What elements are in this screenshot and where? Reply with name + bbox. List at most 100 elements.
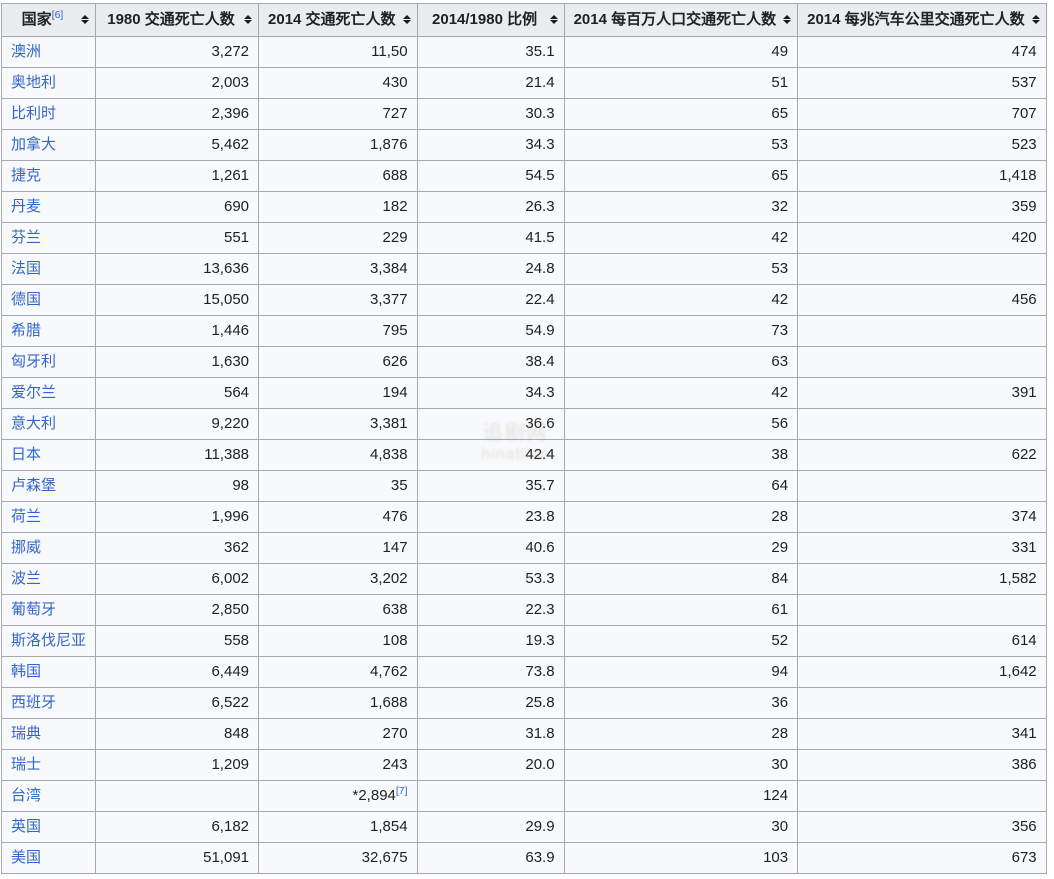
per-billion-vkm-cell: 1,582: [797, 563, 1047, 595]
table-row: 丹麦 690 182 26.3 32 359: [0, 191, 1047, 223]
deaths-1980-cell: 1,996: [95, 501, 260, 533]
per-million-cell: 30: [563, 749, 799, 781]
country-link[interactable]: 法国: [11, 260, 42, 277]
deaths-2014-cell: 147: [258, 532, 418, 564]
sort-icon[interactable]: [402, 15, 411, 25]
deaths-2014-cell: 11,50: [258, 36, 418, 68]
ratio-cell: 36.6: [416, 408, 565, 440]
deaths-2014-cell: 32,675: [258, 842, 418, 874]
sort-up-arrow-icon: [81, 15, 90, 19]
per-million-cell: 56: [563, 408, 799, 440]
ratio-cell: 42.4: [416, 439, 565, 471]
per-million-cell: 53: [563, 253, 799, 285]
per-million-cell: 51: [563, 67, 799, 99]
deaths-2014-cell: 1,854: [258, 811, 418, 843]
country-cell: 韩国: [0, 656, 97, 688]
country-link[interactable]: 比利时: [11, 105, 57, 122]
country-link[interactable]: 希腊: [11, 322, 42, 339]
sort-down-arrow-icon: [244, 20, 253, 24]
ratio-cell: 35.7: [416, 470, 565, 502]
reference-link[interactable]: [6]: [51, 9, 64, 21]
deaths-2014-cell: 108: [258, 625, 418, 657]
deaths-2014-cell: 1,876: [258, 129, 418, 161]
per-billion-vkm-cell: 614: [797, 625, 1047, 657]
column-header-label: 2014 每百万人口交通死亡人数: [573, 11, 777, 28]
country-cell: 爱尔兰: [0, 377, 97, 409]
country-link[interactable]: 匈牙利: [11, 353, 57, 370]
country-link[interactable]: 芬兰: [11, 229, 42, 246]
country-cell: 日本: [0, 439, 97, 471]
deaths-2014-cell: 3,377: [258, 284, 418, 316]
sort-icon[interactable]: [244, 15, 253, 25]
deaths-1980-cell: 2,003: [95, 67, 260, 99]
country-cell: 意大利: [0, 408, 97, 440]
per-billion-vkm-cell: 537: [797, 67, 1047, 99]
per-billion-vkm-cell: 359: [797, 191, 1047, 223]
column-header-deaths_2014[interactable]: 2014 交通死亡人数: [258, 3, 418, 37]
column-header-ratio_2014_1980[interactable]: 2014/1980 比例: [416, 3, 565, 37]
country-link[interactable]: 荷兰: [11, 508, 42, 525]
column-header-label: 2014 每兆汽车公里交通死亡人数: [807, 11, 1025, 28]
ratio-cell: 25.8: [416, 687, 565, 719]
per-million-cell: 42: [563, 377, 799, 409]
deaths-2014-cell: 688: [258, 160, 418, 192]
country-cell: 奥地利: [0, 67, 97, 99]
per-million-cell: 63: [563, 346, 799, 378]
deaths-1980-cell: 564: [95, 377, 260, 409]
country-link[interactable]: 捷克: [11, 167, 42, 184]
reference-link[interactable]: [7]: [395, 785, 408, 797]
country-link[interactable]: 斯洛伐尼亚: [11, 632, 87, 649]
country-link[interactable]: 奥地利: [11, 74, 57, 91]
ratio-cell: 38.4: [416, 346, 565, 378]
sort-icon[interactable]: [81, 15, 90, 25]
country-link[interactable]: 英国: [11, 818, 42, 835]
country-link[interactable]: 挪威: [11, 539, 42, 556]
table-row: 瑞士 1,209 243 20.0 30 386: [0, 749, 1047, 781]
deaths-1980-cell: 1,261: [95, 160, 260, 192]
per-billion-vkm-cell: 523: [797, 129, 1047, 161]
country-cell: 英国: [0, 811, 97, 843]
country-link[interactable]: 德国: [11, 291, 42, 308]
country-link[interactable]: 意大利: [11, 415, 57, 432]
country-link[interactable]: 澳洲: [11, 43, 42, 60]
country-link[interactable]: 波兰: [11, 570, 42, 587]
country-cell: 斯洛伐尼亚: [0, 625, 97, 657]
table-row: 葡萄牙 2,850 638 22.3 61: [0, 594, 1047, 626]
ratio-cell: 30.3: [416, 98, 565, 130]
deaths-1980-cell: 2,396: [95, 98, 260, 130]
deaths-2014-cell: 430: [258, 67, 418, 99]
country-link[interactable]: 韩国: [11, 663, 42, 680]
country-link[interactable]: 卢森堡: [11, 477, 57, 494]
country-link[interactable]: 葡萄牙: [11, 601, 57, 618]
per-billion-vkm-cell: 331: [797, 532, 1047, 564]
column-header-per_million_2014[interactable]: 2014 每百万人口交通死亡人数: [563, 3, 799, 37]
column-header-deaths_1980[interactable]: 1980 交通死亡人数: [95, 3, 260, 37]
country-link[interactable]: 日本: [11, 446, 42, 463]
table-row: 加拿大 5,462 1,876 34.3 53 523: [0, 129, 1047, 161]
sort-icon[interactable]: [1031, 15, 1040, 25]
country-link[interactable]: 瑞士: [11, 756, 42, 773]
sort-icon[interactable]: [549, 15, 558, 25]
country-cell: 澳洲: [0, 36, 97, 68]
deaths-2014-cell: 270: [258, 718, 418, 750]
per-billion-vkm-cell: 356: [797, 811, 1047, 843]
country-link[interactable]: 爱尔兰: [11, 384, 57, 401]
column-header-per_billion_vkm_2014[interactable]: 2014 每兆汽车公里交通死亡人数: [797, 3, 1047, 37]
country-link[interactable]: 西班牙: [11, 694, 57, 711]
sort-up-arrow-icon: [549, 15, 558, 19]
country-link[interactable]: 加拿大: [11, 136, 57, 153]
sort-icon[interactable]: [783, 15, 792, 25]
deaths-2014-cell: 727: [258, 98, 418, 130]
country-link[interactable]: 台湾: [11, 787, 42, 804]
per-billion-vkm-cell: 386: [797, 749, 1047, 781]
country-link[interactable]: 瑞典: [11, 725, 42, 742]
table-row: 希腊 1,446 795 54.9 73: [0, 315, 1047, 347]
country-link[interactable]: 美国: [11, 849, 42, 866]
per-billion-vkm-cell: 474: [797, 36, 1047, 68]
deaths-2014-cell: 626: [258, 346, 418, 378]
ratio-cell: 20.0: [416, 749, 565, 781]
column-header-country[interactable]: 国家[6]: [0, 3, 97, 37]
deaths-1980-cell: 51,091: [95, 842, 260, 874]
table-row: 斯洛伐尼亚 558 108 19.3 52 614: [0, 625, 1047, 657]
country-link[interactable]: 丹麦: [11, 198, 42, 215]
